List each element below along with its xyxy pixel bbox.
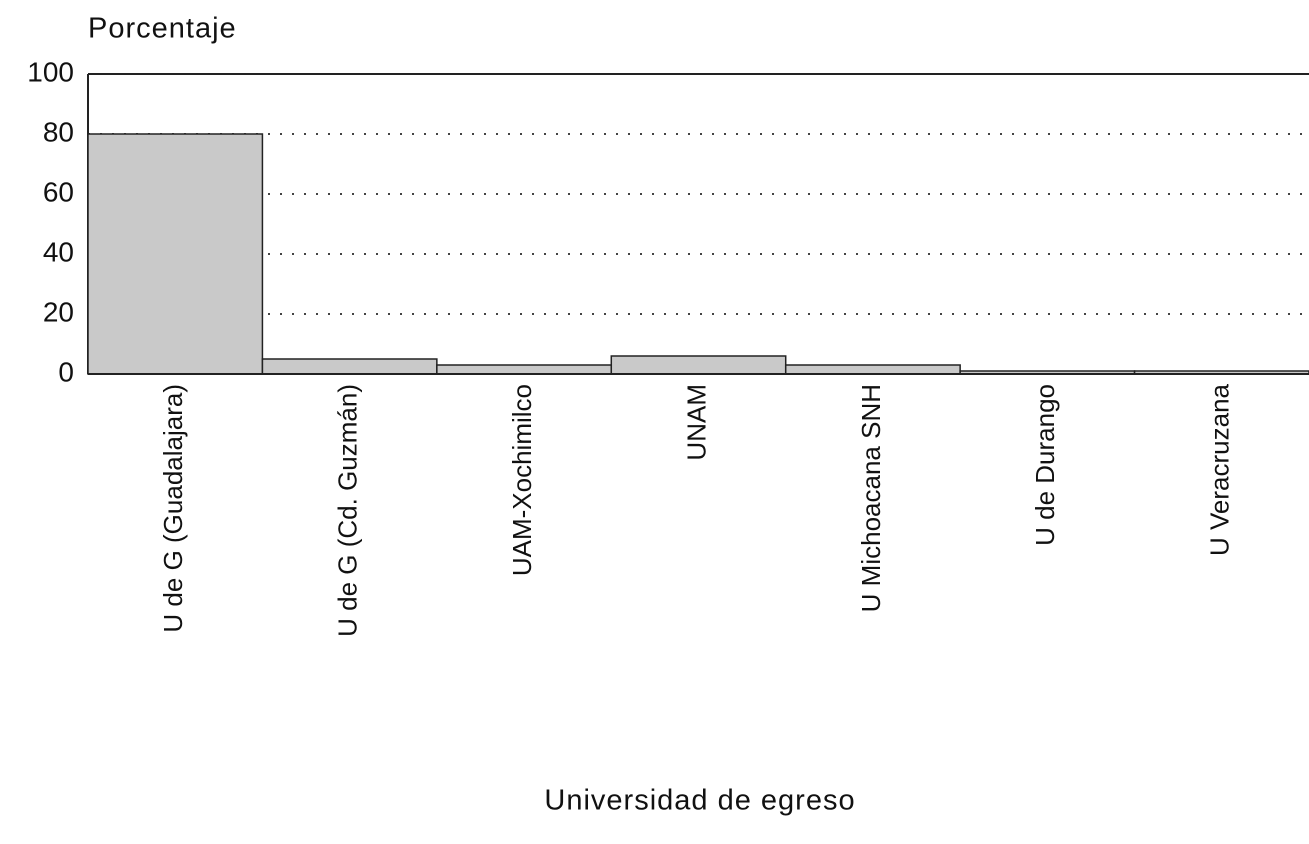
x-axis-title: Universidad de egreso bbox=[544, 785, 855, 817]
y-tick-label: 40 bbox=[43, 236, 74, 267]
x-tick-label: U Michoacana SNH bbox=[856, 384, 886, 612]
bar bbox=[610, 355, 787, 375]
y-tick-label: 100 bbox=[27, 56, 74, 87]
y-tick-label: 0 bbox=[58, 356, 74, 387]
x-tick-label: U de G (Cd. Guzmán) bbox=[333, 384, 363, 637]
bar bbox=[784, 364, 961, 375]
x-tick-label: U Veracruzana bbox=[1205, 383, 1235, 556]
x-tick-label: U de Durango bbox=[1030, 384, 1060, 546]
y-tick-label: 80 bbox=[43, 116, 74, 147]
x-tick-label: U de G (Guadalajara) bbox=[158, 384, 188, 633]
y-tick-label: 20 bbox=[43, 296, 74, 327]
x-tick-label: UNAM bbox=[681, 384, 711, 461]
bar bbox=[87, 133, 264, 375]
bar bbox=[436, 364, 613, 375]
x-tick-label: UAM-Xochimilco bbox=[507, 384, 537, 576]
y-axis-title: Porcentaje bbox=[88, 13, 237, 45]
bar bbox=[261, 358, 438, 375]
y-tick-label: 60 bbox=[43, 176, 74, 207]
